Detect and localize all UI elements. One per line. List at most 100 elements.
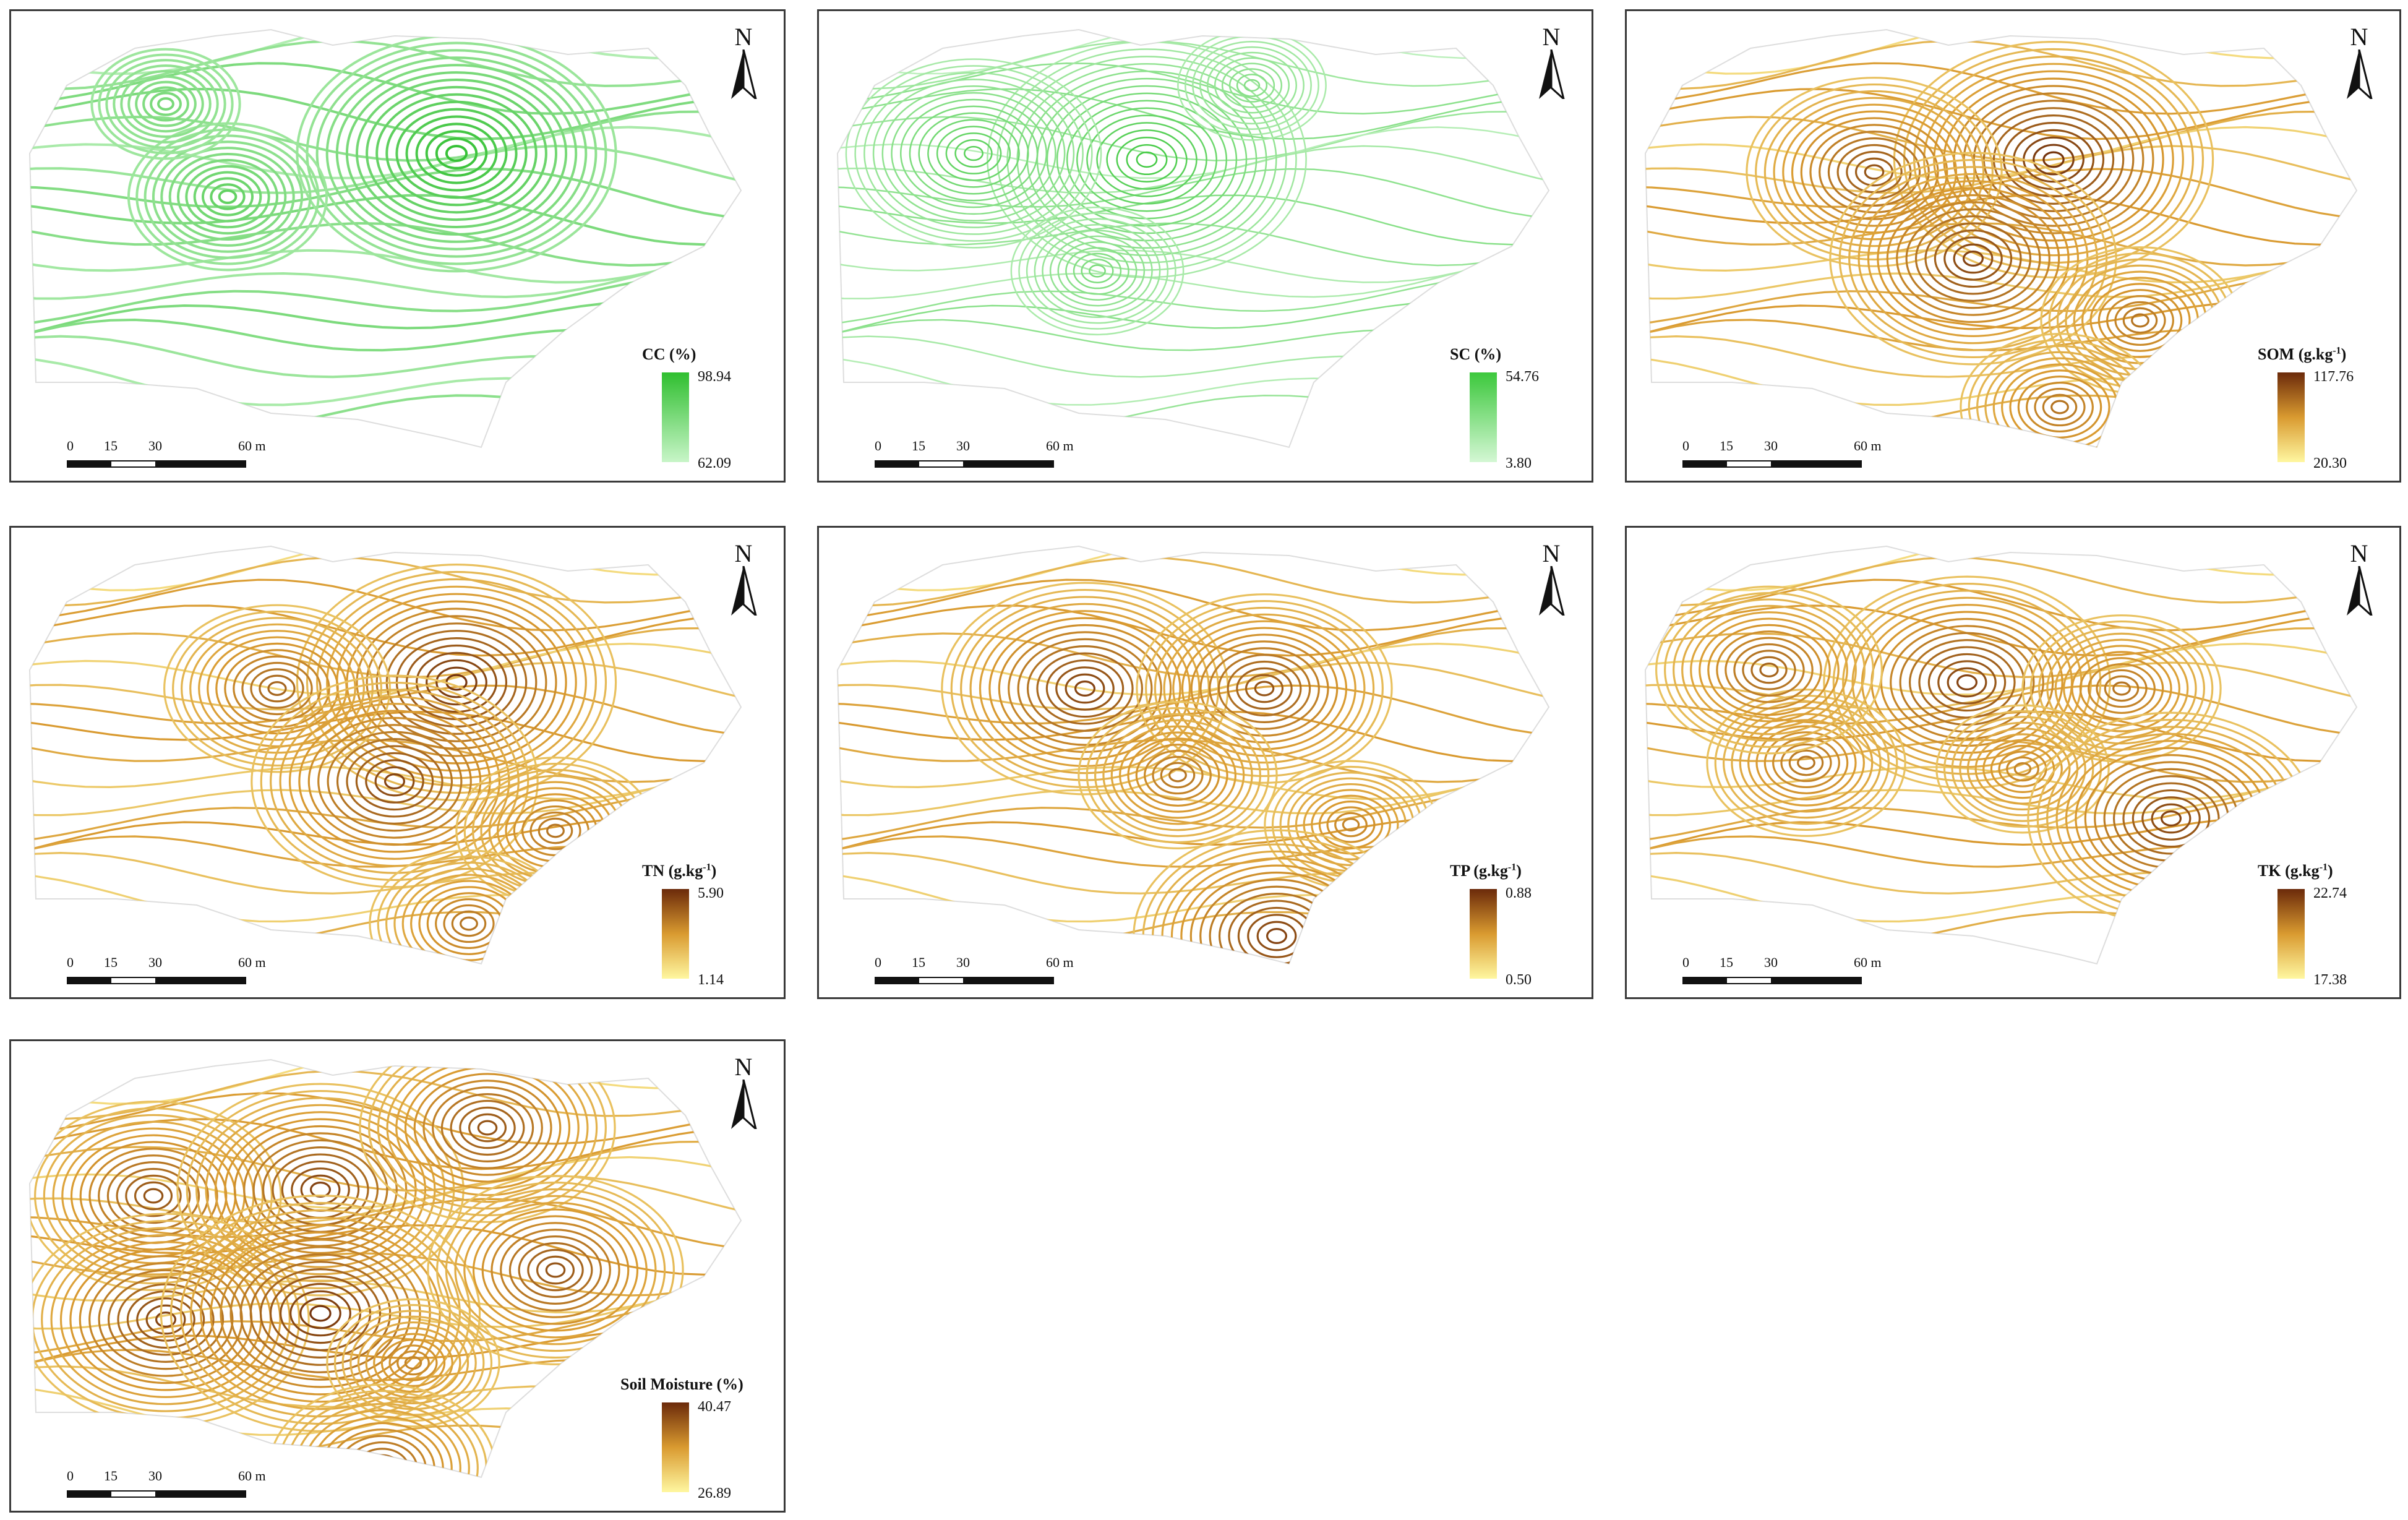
north-arrow-icon: N — [722, 1055, 765, 1135]
legend-title: TP (g.kg-1) — [1450, 862, 1522, 880]
contour-map-soil-moisture — [28, 1058, 742, 1479]
scale-segment — [110, 460, 156, 468]
scale-label: 30 — [956, 955, 970, 970]
legend-title: CC (%) — [642, 345, 696, 363]
scale-segment — [1682, 460, 1726, 468]
map-panel-tp: N TP (g.kg-1) 0.88 0.50 0 15 30 60 m — [817, 526, 1593, 999]
color-ramp — [662, 1402, 689, 1492]
scale-label: 15 — [1720, 955, 1733, 970]
scale-bar: 0 15 30 60 m — [67, 955, 314, 992]
scale-segment — [875, 977, 918, 984]
contour-map-tp — [836, 545, 1550, 965]
scale-segment — [918, 977, 964, 984]
contour-map-sc — [836, 28, 1550, 449]
scale-label: 30 — [148, 955, 162, 970]
scale-segment — [156, 977, 246, 984]
scale-bar: 0 15 30 60 m — [1682, 955, 1930, 992]
scale-label: 60 m — [1854, 438, 1882, 453]
scale-label: 30 — [1764, 955, 1778, 970]
scale-segment — [67, 460, 110, 468]
legend-title: SC (%) — [1450, 345, 1502, 363]
scale-label: 60 m — [238, 438, 266, 453]
contour-lines — [30, 30, 741, 434]
scale-segment — [1772, 977, 1862, 984]
map-panel-som: N SOM (g.kg-1) 117.76 20.30 0 15 30 60 m — [1625, 9, 2401, 483]
legend: TN (g.kg-1) 5.90 1.14 — [642, 862, 772, 992]
scale-bar: 0 15 30 60 m — [67, 438, 314, 475]
scale-segment — [1726, 460, 1772, 468]
scale-segment — [156, 460, 246, 468]
scale-label: 60 m — [1046, 438, 1074, 453]
scale-label: 0 — [875, 955, 881, 970]
map-panel-cc: N CC (%) 98.94 62.09 0 15 30 60 m — [9, 9, 786, 483]
scale-segment — [964, 460, 1054, 468]
north-arrow-icon: N — [1530, 541, 1573, 622]
north-arrow-icon: N — [2337, 541, 2381, 622]
color-ramp — [2277, 372, 2305, 462]
map-panel-sc: N SC (%) 54.76 3.80 0 15 30 60 m — [817, 9, 1593, 483]
map-panel-tk: N TK (g.kg-1) 22.74 17.38 0 15 30 60 m — [1625, 526, 2401, 999]
contour-map-tn — [28, 545, 742, 965]
legend: CC (%) 98.94 62.09 — [642, 345, 772, 475]
scale-label: 0 — [1682, 438, 1689, 453]
legend-min: 1.14 — [698, 972, 724, 988]
legend-title: TK (g.kg-1) — [2258, 862, 2333, 880]
legend-max: 0.88 — [1506, 885, 1532, 901]
north-arrow-icon: N — [722, 25, 765, 105]
scale-label: 15 — [104, 955, 118, 970]
scale-segment — [110, 1490, 156, 1498]
scale-label: 30 — [1764, 438, 1778, 453]
scale-label: 15 — [912, 438, 925, 453]
legend: SC (%) 54.76 3.80 — [1450, 345, 1580, 475]
scale-label: 60 m — [1854, 955, 1882, 970]
legend-max: 40.47 — [698, 1399, 731, 1415]
scale-segment — [1726, 977, 1772, 984]
legend-max: 54.76 — [1506, 369, 1539, 385]
scale-bar: 0 15 30 60 m — [875, 955, 1122, 992]
scale-segment — [156, 1490, 246, 1498]
scale-label: 0 — [1682, 955, 1689, 970]
legend-min: 17.38 — [2313, 972, 2347, 988]
scale-label: 0 — [67, 1468, 74, 1484]
map-panel-tn: N TN (g.kg-1) 5.90 1.14 0 15 30 60 m — [9, 526, 786, 999]
legend-max: 117.76 — [2313, 369, 2354, 385]
scale-segment — [67, 1490, 110, 1498]
field-boundary — [28, 545, 742, 965]
legend-min: 20.30 — [2313, 455, 2347, 471]
scale-label: 15 — [1720, 438, 1733, 453]
contour-map-cc — [28, 28, 742, 449]
scale-label: 30 — [148, 438, 162, 453]
color-ramp — [2277, 889, 2305, 979]
scale-bar: 0 15 30 60 m — [875, 438, 1122, 475]
scale-label: 0 — [67, 955, 74, 970]
scale-label: 15 — [912, 955, 925, 970]
color-ramp — [662, 889, 689, 979]
scale-bar: 0 15 30 60 m — [67, 1468, 314, 1505]
map-panel-soil-moisture: N Soil Moisture (%) 40.47 26.89 0 15 30 60 … — [9, 1039, 786, 1513]
scale-label: 60 m — [1046, 955, 1074, 970]
color-ramp — [1470, 372, 1497, 462]
scale-label: 60 m — [238, 1468, 266, 1484]
scale-label: 15 — [104, 1468, 118, 1484]
legend-min: 3.80 — [1506, 455, 1532, 471]
scale-segment — [1682, 977, 1726, 984]
scale-segment — [1772, 460, 1862, 468]
legend-min: 62.09 — [698, 455, 731, 471]
scale-segment — [918, 460, 964, 468]
legend-min: 26.89 — [698, 1485, 731, 1501]
north-arrow-icon: N — [722, 541, 765, 622]
legend-title: Soil Moisture (%) — [620, 1375, 743, 1393]
legend: TP (g.kg-1) 0.88 0.50 — [1450, 862, 1580, 992]
legend-title: SOM (g.kg-1) — [2258, 345, 2347, 363]
north-arrow-icon: N — [2337, 25, 2381, 105]
scale-segment — [67, 977, 110, 984]
contour-lines — [1645, 546, 2357, 950]
contour-map-tk — [1644, 545, 2358, 965]
color-ramp — [1470, 889, 1497, 979]
contour-lines — [30, 1060, 741, 1477]
legend-max: 98.94 — [698, 369, 731, 385]
legend-min: 0.50 — [1506, 972, 1532, 988]
legend: Soil Moisture (%) 40.47 26.89 — [620, 1375, 750, 1505]
legend: TK (g.kg-1) 22.74 17.38 — [2258, 862, 2388, 992]
scale-segment — [964, 977, 1054, 984]
